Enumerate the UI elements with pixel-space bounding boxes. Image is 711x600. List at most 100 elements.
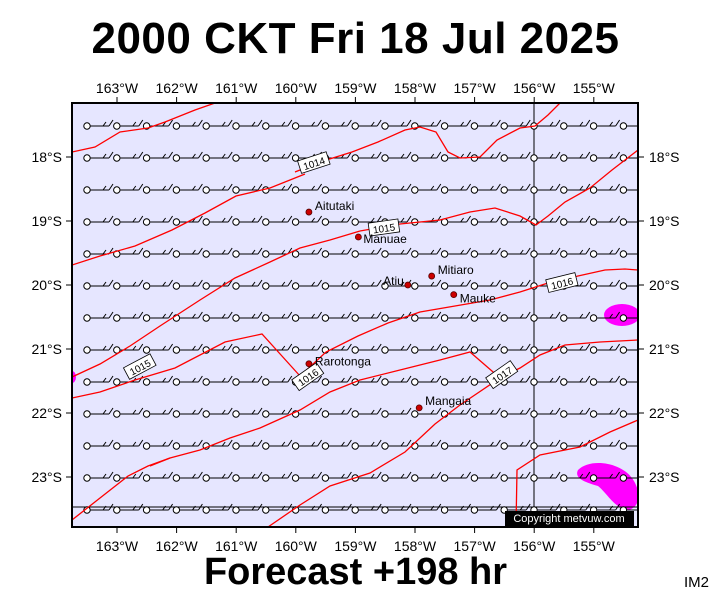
wind-barb	[172, 343, 203, 354]
wind-barb	[381, 471, 412, 482]
wind-barb	[172, 279, 203, 290]
lat-label-right: 19°S	[649, 213, 680, 229]
wind-barb	[202, 343, 233, 354]
wind-barb	[500, 343, 531, 354]
wind-barb	[113, 407, 144, 418]
wind-barb	[262, 119, 293, 130]
wind-barb	[202, 183, 233, 194]
wind-barb	[351, 439, 382, 450]
wind-barb	[470, 311, 501, 322]
wind-barb	[470, 183, 501, 194]
wind-barb	[381, 407, 412, 418]
wind-barb	[411, 407, 442, 418]
wind-barb	[560, 343, 591, 354]
wind-barb	[589, 215, 621, 226]
wind-barb	[83, 439, 114, 450]
wind-barb	[619, 186, 638, 194]
wind-barb	[411, 375, 442, 386]
wind-barb	[172, 375, 203, 386]
wind-barb	[411, 343, 442, 354]
isobar-line	[72, 457, 171, 521]
wind-barb	[440, 311, 472, 322]
lon-label-top: 160°W	[275, 80, 318, 96]
wind-barb	[83, 119, 114, 130]
island-marker	[428, 272, 436, 280]
wind-barb	[321, 439, 352, 450]
isobar-line	[72, 333, 301, 399]
wind-barb	[470, 215, 501, 226]
wind-barb	[142, 343, 174, 354]
wind-barb	[381, 343, 412, 354]
wind-barb	[470, 407, 501, 418]
lat-label-left: 22°S	[31, 405, 62, 421]
forecast-time-title: 2000 CKT Fri 18 Jul 2025	[91, 14, 620, 63]
wind-barb	[530, 311, 561, 322]
lon-label-top: 157°W	[454, 80, 497, 96]
wind-barb	[291, 343, 323, 354]
product-code: IM2	[683, 574, 709, 591]
wind-barb	[83, 471, 114, 482]
wind-barb	[440, 503, 472, 514]
copyright-box	[505, 511, 634, 526]
wind-barb	[262, 311, 293, 322]
wind-barb	[440, 375, 472, 386]
wind-barb	[470, 343, 501, 354]
lat-label-left: 23°S	[31, 469, 62, 485]
wind-barb	[291, 119, 323, 130]
svg-text:1015: 1015	[372, 222, 396, 236]
wind-barb	[560, 247, 591, 258]
isobar-line	[515, 419, 638, 527]
wind-barb	[500, 183, 531, 194]
wind-barb	[530, 151, 561, 162]
wind-barb	[113, 119, 144, 130]
wind-barb	[291, 183, 323, 194]
wind-barb	[500, 439, 531, 450]
forecast-hour-label: Forecast +198 hr	[203, 551, 508, 593]
wind-barb	[172, 247, 203, 258]
island-label: Atiu	[383, 274, 404, 288]
wind-barb	[440, 119, 472, 130]
isobar-line	[72, 230, 361, 378]
island-label: Mangaia	[425, 394, 471, 408]
wind-barb	[589, 375, 621, 386]
wind-barb	[113, 471, 144, 482]
wind-barb	[262, 439, 293, 450]
wind-barb	[202, 375, 233, 386]
wind-barb	[142, 151, 174, 162]
wind-barb	[619, 282, 638, 290]
wind-barb	[113, 151, 144, 162]
island-label: Aitutaki	[315, 199, 354, 213]
wind-barb	[440, 471, 472, 482]
wind-barb	[619, 122, 638, 130]
wind-barb	[530, 247, 561, 258]
wind-barb	[381, 247, 412, 258]
wind-barb	[470, 119, 501, 130]
wind-barb	[321, 215, 352, 226]
wind-barb	[232, 439, 263, 450]
wind-barb	[232, 343, 263, 354]
lat-label-right: 20°S	[649, 277, 680, 293]
wind-barb	[321, 183, 352, 194]
wind-barb	[381, 183, 412, 194]
wind-barb	[500, 279, 531, 290]
lon-label-top: 162°W	[156, 80, 199, 96]
lat-label-right: 21°S	[649, 341, 680, 357]
wind-barb	[83, 343, 114, 354]
wind-barb	[172, 471, 203, 482]
wind-barb	[321, 311, 352, 322]
isobar-label: 1016	[545, 272, 579, 293]
wind-barb	[232, 375, 263, 386]
wind-barb	[202, 151, 233, 162]
wind-barb	[470, 439, 501, 450]
wind-barb	[142, 375, 174, 386]
wind-barb	[560, 471, 591, 482]
wind-barb	[113, 439, 144, 450]
wind-barb	[530, 375, 561, 386]
lon-label-top: 158°W	[394, 80, 437, 96]
wind-barb	[113, 311, 144, 322]
lon-label-bottom: 159°W	[334, 538, 377, 554]
island-label: Mauke	[460, 292, 496, 306]
copyright-text: Copyright metvuw.com	[513, 513, 624, 525]
isobar-line	[359, 149, 638, 232]
wind-barb	[142, 279, 174, 290]
